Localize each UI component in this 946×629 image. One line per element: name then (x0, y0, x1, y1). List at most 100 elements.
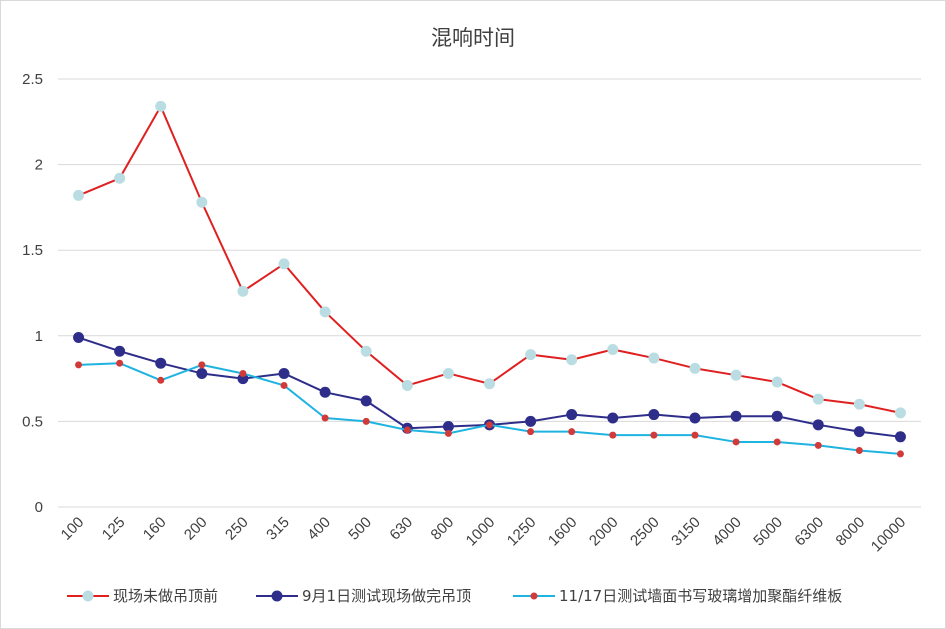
data-point (568, 428, 576, 436)
data-point (812, 419, 824, 431)
series-1 (73, 100, 906, 419)
x-tick-label: 4000 (709, 514, 745, 550)
x-tick-label: 2500 (627, 514, 663, 550)
series-3 (75, 359, 904, 458)
x-tick-label: 160 (140, 514, 170, 544)
x-tick-label: 400 (304, 514, 334, 544)
data-point (237, 373, 249, 385)
data-point (894, 431, 906, 443)
data-point (484, 378, 495, 390)
data-point (689, 362, 701, 374)
data-point (730, 369, 742, 381)
series-layer (73, 100, 906, 458)
legend-marker (271, 590, 283, 602)
data-point (278, 258, 290, 270)
x-tick-label: 5000 (750, 514, 786, 550)
data-point (894, 407, 906, 419)
data-point (689, 412, 701, 424)
data-point (566, 354, 578, 366)
x-tick-label: 1250 (504, 514, 540, 550)
data-point (196, 196, 208, 208)
data-point (73, 189, 85, 201)
x-tick-label: 2000 (586, 514, 622, 550)
data-point (607, 343, 619, 355)
data-point (114, 345, 126, 357)
data-point (648, 352, 660, 364)
x-tick-label: 6300 (791, 514, 827, 550)
data-point (196, 367, 208, 379)
data-point (855, 447, 863, 455)
data-point (442, 367, 454, 379)
legend: 现场未做吊顶前 9月1日测试现场做完吊顶 11/17日测试墙面书写玻璃增加聚酯纤维板 (67, 587, 842, 605)
x-tick-label: 3150 (668, 514, 704, 550)
y-tick-label: 0.5 (22, 413, 43, 430)
data-point (280, 381, 288, 389)
x-axis-ticks: 100 125 160 200 250 315 400 500 630 800 1000 1250 16… (58, 514, 910, 556)
data-point (527, 428, 535, 436)
data-point (853, 398, 865, 410)
data-point (525, 349, 537, 361)
data-point (360, 395, 372, 407)
x-tick-label: 500 (345, 514, 375, 544)
x-tick-label: 630 (386, 514, 416, 544)
y-tick-label: 1.5 (22, 242, 43, 259)
data-point (812, 393, 824, 405)
legend-label: 现场未做吊顶前 (113, 587, 218, 605)
x-tick-label: 125 (99, 514, 129, 544)
data-point (853, 426, 865, 438)
data-point (566, 409, 578, 421)
data-point (486, 421, 493, 429)
data-point (650, 431, 658, 439)
data-point (442, 421, 454, 433)
y-tick-label: 2 (35, 157, 43, 174)
legend-item-1: 现场未做吊顶前 (67, 587, 218, 605)
data-point (525, 415, 537, 427)
data-point (155, 100, 167, 112)
data-point (319, 386, 331, 398)
data-point (362, 417, 370, 425)
data-point (237, 285, 249, 297)
gridlines (58, 78, 921, 508)
data-point (401, 379, 413, 391)
chart-title: 混响时间 (431, 26, 515, 50)
data-point (609, 431, 617, 439)
x-tick-label: 315 (263, 514, 293, 544)
x-tick-label: 8000 (833, 514, 869, 550)
data-point (360, 345, 372, 357)
data-point (771, 410, 783, 422)
data-point (607, 412, 619, 424)
series-2 (73, 332, 906, 443)
legend-label: 9月1日测试现场做完吊顶 (302, 587, 471, 605)
data-point (730, 410, 742, 422)
y-axis-ticks: 0 0.5 1 1.5 2 2.5 (22, 71, 43, 516)
legend-marker (82, 590, 94, 602)
data-point (771, 376, 783, 388)
data-point (278, 367, 290, 379)
data-point (691, 431, 699, 439)
y-tick-label: 2.5 (22, 71, 43, 88)
data-point (73, 332, 85, 344)
x-tick-label: 200 (181, 514, 211, 544)
legend-label: 11/17日测试墙面书写玻璃增加聚酯纤维板 (559, 587, 842, 605)
data-point (239, 369, 247, 377)
data-point (75, 361, 83, 369)
data-point (157, 376, 165, 384)
data-point (648, 409, 660, 421)
data-point (732, 438, 740, 446)
y-tick-label: 1 (35, 328, 43, 345)
data-point (403, 426, 411, 434)
data-point (116, 359, 124, 367)
data-point (814, 441, 822, 449)
legend-item-2: 9月1日测试现场做完吊顶 (256, 587, 471, 605)
data-point (319, 306, 331, 318)
legend-item-3: 11/17日测试墙面书写玻璃增加聚酯纤维板 (513, 587, 842, 605)
x-tick-label: 100 (58, 514, 88, 544)
data-point (773, 438, 781, 446)
x-tick-label: 1600 (545, 514, 581, 550)
x-tick-label: 1000 (463, 514, 499, 550)
y-tick-label: 0 (35, 499, 43, 516)
legend-marker (530, 592, 538, 600)
data-point (114, 172, 126, 184)
